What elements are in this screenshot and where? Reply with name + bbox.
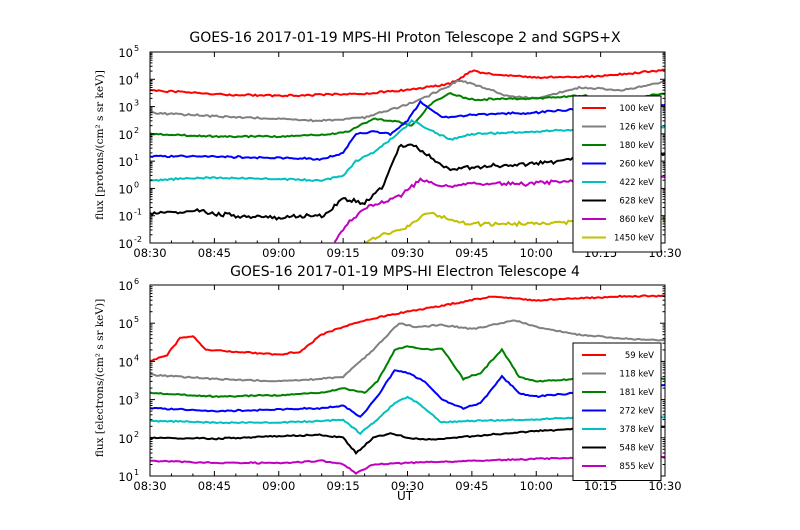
series-line [150,294,665,363]
legend: 59 keV 118 keV 181 keV 272 keV 378 keV 548 ke… [572,342,662,481]
legend-box [572,95,662,253]
y-tick-exponent: 4 [134,353,139,362]
y-tick-label: 10 [118,355,133,369]
y-tick-label: 10 [118,182,133,196]
x-tick-label: 10:00 [520,246,553,260]
x-tick-label: 09:30 [391,479,424,493]
y-tick-exponent: 1 [134,153,139,162]
x-tick-label: 09:45 [455,246,488,260]
y-tick-label: 10 [118,237,133,251]
y-tick-exponent: 2 [134,430,139,439]
y-tick-label: 10 [118,46,133,60]
x-tick-label: 08:45 [198,246,231,260]
electron-x-axis-label: UT [397,489,414,503]
electron-chart-title: GOES-16 2017-01-19 MPS-HI Electron Teles… [230,264,580,280]
legend-label: 628 keV [619,197,654,207]
proton-panel: GOES-16 2017-01-19 MPS-HI Proton Telesco… [94,30,682,260]
legend-label: 59 keV [625,351,654,361]
y-tick-exponent: -1 [134,208,142,217]
x-tick-label: 10:30 [648,479,681,493]
y-tick-label: 10 [118,394,133,408]
y-tick-label: 10 [118,432,133,446]
x-tick-label: 08:30 [133,479,166,493]
series-line [150,79,665,123]
electron-plot-area: 08:30 08:45 09:00 09:15 09:30 09:45 10:00 10:15… [118,277,681,493]
legend-label: 272 keV [619,407,654,417]
proton-chart-title: GOES-16 2017-01-19 MPS-HI Proton Telesco… [189,30,621,46]
y-tick-label: 10 [118,470,133,484]
legend-label: 118 keV [619,370,654,380]
legend-label: 126 keV [619,123,654,133]
y-tick-exponent: 3 [134,392,139,401]
legend-label: 181 keV [619,388,654,398]
legend-label: 378 keV [619,425,654,435]
x-tick-label: 09:15 [327,246,360,260]
y-tick-exponent: 3 [134,99,139,108]
legend-label: 260 keV [619,160,654,170]
y-tick-label: 10 [118,317,133,331]
y-tick-exponent: 4 [134,71,139,80]
y-tick-exponent: 5 [134,315,139,324]
electron-panel: GOES-16 2017-01-19 MPS-HI Electron Teles… [94,264,682,503]
y-tick-label: 10 [118,155,133,169]
y-tick-exponent: 1 [134,468,139,477]
legend-label: 860 keV [619,215,654,225]
x-tick-label: 08:45 [198,479,231,493]
legend-box [572,342,662,481]
y-tick-label: 10 [118,73,133,87]
legend-label: 100 keV [619,104,654,114]
y-tick-label: 10 [118,279,133,293]
y-tick-exponent: 2 [134,126,139,135]
y-tick-exponent: 0 [134,180,139,189]
legend-label: 548 keV [619,444,654,454]
proton-plot-area: 08:30 08:45 09:00 09:15 09:30 09:45 10:00 10:15… [118,44,681,260]
x-tick-label: 09:00 [262,479,295,493]
y-tick-exponent: 5 [134,44,139,53]
x-tick-label: 09:15 [327,479,360,493]
x-tick-label: 10:00 [520,479,553,493]
y-tick-label: 10 [118,210,133,224]
x-tick-label: 09:30 [391,246,424,260]
y-tick-label: 10 [118,101,133,115]
series-line [150,319,665,383]
series-group [150,68,665,243]
legend-label: 1450 keV [614,234,654,244]
y-tick-exponent: -2 [134,235,142,244]
x-tick-label: 08:30 [133,246,166,260]
x-tick-label: 09:45 [455,479,488,493]
x-tick-label: 09:00 [262,246,295,260]
y-tick-exponent: 6 [134,277,139,286]
legend-label: 855 keV [619,462,654,472]
y-tick-label: 10 [118,128,133,142]
legend-label: 180 keV [619,141,654,151]
legend: 100 keV 126 keV 180 keV 260 keV 422 keV 628 k… [572,95,662,253]
x-tick-label: 10:15 [584,479,617,493]
electron-y-axis-label: flux [electrons/(cm² s sr keV)] [94,299,106,457]
series-line [150,68,665,98]
proton-y-axis-label: flux [protons/(cm² s sr keV)] [94,70,106,220]
legend-label: 422 keV [619,178,654,188]
